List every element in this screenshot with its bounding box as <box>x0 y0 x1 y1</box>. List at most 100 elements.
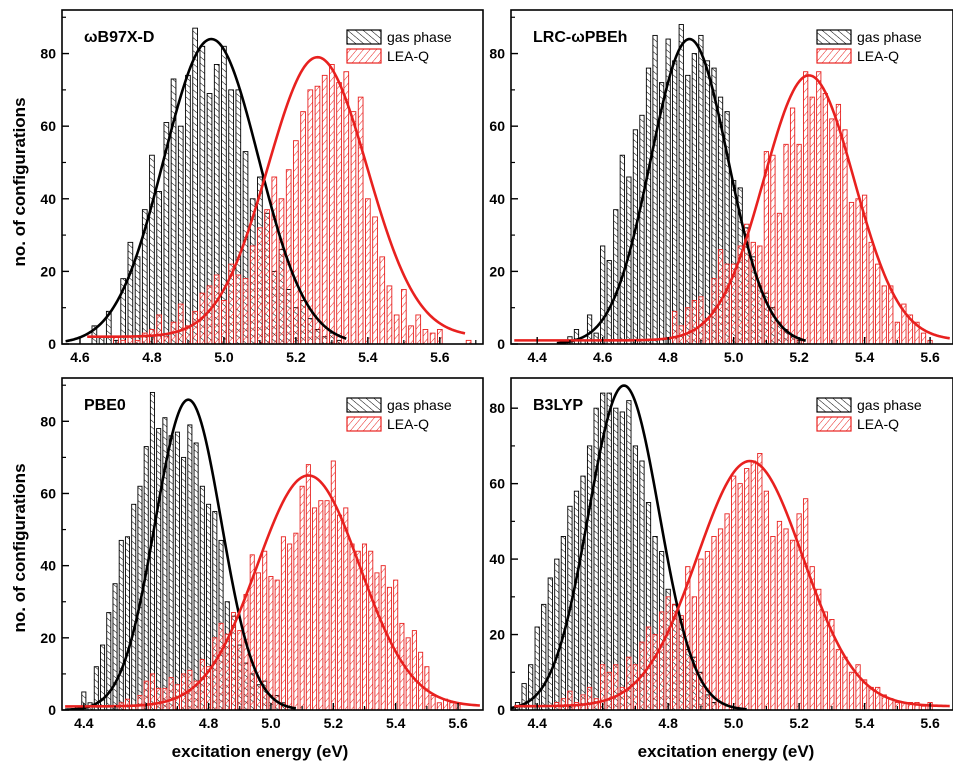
bar <box>393 314 400 345</box>
fit-curve-lea-q <box>87 55 466 339</box>
x-tick-label: 4.6 <box>136 715 156 731</box>
bar <box>293 140 299 345</box>
bar <box>299 485 305 711</box>
legend-swatch <box>346 48 382 64</box>
bar <box>393 579 399 711</box>
bar <box>187 424 193 711</box>
bar <box>336 82 342 345</box>
y-tick-label: 0 <box>48 702 56 718</box>
bar <box>842 656 848 711</box>
bar <box>829 118 835 345</box>
bar <box>750 460 756 711</box>
bar <box>156 428 162 711</box>
bar <box>213 274 220 345</box>
panel-lrc-wpbeh: 4.4 4.6 4.8 5.0 5.2 5.4 5.6 0 20 40 60 80 LRC-ωPBEh g… <box>489 9 953 365</box>
y-tick-label: 40 <box>40 558 56 574</box>
bar <box>221 45 227 345</box>
bar <box>586 686 593 711</box>
y-tick-label: 80 <box>489 400 505 416</box>
bar <box>822 611 828 711</box>
bar <box>835 649 842 711</box>
bar <box>386 586 392 711</box>
bar <box>271 176 278 345</box>
bar <box>619 411 625 711</box>
bar <box>255 572 261 711</box>
bar <box>613 209 619 345</box>
legend-label: LEA-Q <box>857 416 899 432</box>
bar <box>314 85 321 345</box>
bar <box>547 577 553 711</box>
x-tick-label: 5.4 <box>358 349 378 365</box>
bar <box>355 550 361 711</box>
x-tick-label: 4.8 <box>658 349 678 365</box>
bar <box>199 659 205 711</box>
bar <box>268 576 274 711</box>
bar <box>626 656 632 711</box>
legend-swatch <box>346 29 382 45</box>
bar <box>379 256 386 345</box>
bar <box>698 558 704 711</box>
bar <box>534 626 540 711</box>
bar <box>672 310 678 345</box>
bar <box>822 93 828 345</box>
bar <box>704 60 711 345</box>
y-tick-label: 40 <box>489 551 505 567</box>
bar <box>731 475 737 711</box>
bar <box>835 103 842 345</box>
bar <box>659 82 665 345</box>
bar <box>324 500 330 711</box>
legend-swatch <box>816 29 852 45</box>
bar <box>329 64 335 345</box>
bar <box>737 483 743 711</box>
panel-title: ωB97X-D <box>84 29 154 46</box>
y-tick-label: 80 <box>489 46 505 62</box>
bar <box>156 314 162 345</box>
bar <box>321 74 328 345</box>
x-tick-label: 5.6 <box>430 349 450 365</box>
y-tick-label: 0 <box>497 702 505 718</box>
legend-swatch <box>346 416 382 432</box>
bar <box>875 263 881 345</box>
x-tick-label: 5.0 <box>261 715 281 731</box>
panel-pbe0: 4.4 4.6 4.8 5.0 5.2 5.4 5.6 0 20 40 60 80 PBE0 gas ph… <box>40 377 484 731</box>
bar <box>343 71 350 345</box>
bar <box>112 583 118 711</box>
x-tick-label: 5.6 <box>448 715 468 731</box>
bar <box>632 664 639 711</box>
bar <box>848 201 855 345</box>
bar <box>357 96 364 345</box>
fit-curve-gas-phase <box>511 384 747 710</box>
legend-label: gas phase <box>387 397 452 413</box>
legend-swatch <box>816 397 852 413</box>
x-tick-label: 5.2 <box>789 349 809 365</box>
fit-curve-lea-q <box>514 459 950 708</box>
x-tick-label: 4.8 <box>142 349 162 365</box>
panel-title: LRC-ωPBEh <box>533 29 627 46</box>
bar <box>162 687 168 711</box>
bar <box>809 96 815 345</box>
bar <box>848 671 855 711</box>
bar <box>436 702 442 711</box>
bar <box>374 572 380 711</box>
y-tick-label: 60 <box>489 118 505 134</box>
bar <box>124 536 131 711</box>
bar <box>343 507 349 711</box>
bar <box>449 702 455 711</box>
bar <box>691 299 697 345</box>
x-tick-label: 5.2 <box>324 715 344 731</box>
bar <box>287 543 293 711</box>
bar <box>127 241 134 345</box>
x-tick-label: 5.6 <box>920 349 940 365</box>
bar <box>528 664 534 711</box>
bar <box>770 536 776 711</box>
bar <box>580 475 586 711</box>
y-tick-label: 20 <box>40 630 56 646</box>
series-lea-q <box>118 460 461 711</box>
bar <box>724 513 730 711</box>
bar <box>580 694 586 711</box>
y-tick-label: 60 <box>40 118 56 134</box>
bar <box>401 289 407 345</box>
fit-curve-gas-phase <box>556 37 807 344</box>
bar <box>411 630 417 711</box>
